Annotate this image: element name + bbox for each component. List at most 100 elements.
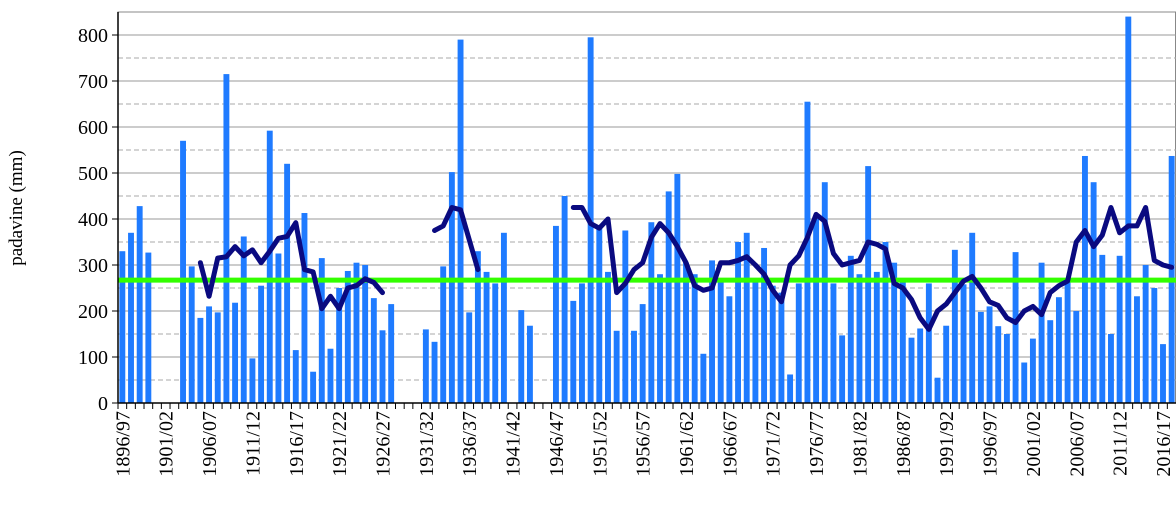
bar: [457, 39, 464, 403]
bar: [1125, 16, 1132, 403]
y-axis-title: padavine (mm): [6, 150, 27, 266]
bar: [1160, 344, 1166, 403]
x-tick-label: 1961/62: [676, 411, 698, 477]
bar: [795, 283, 802, 403]
bar: [960, 284, 967, 403]
bar: [336, 288, 343, 403]
bar: [657, 274, 663, 403]
x-tick-label: 1981/82: [849, 411, 871, 477]
moving-average-line: [197, 205, 1175, 332]
bar: [613, 330, 620, 403]
bar: [422, 329, 429, 403]
x-tick-label: 1901/02: [156, 411, 178, 477]
bar: [908, 337, 915, 403]
bar: [188, 266, 195, 403]
bar: [266, 130, 273, 403]
bar: [1012, 252, 1019, 403]
bar: [596, 228, 603, 403]
bar: [214, 312, 221, 403]
bar: [969, 232, 976, 403]
bar: [986, 306, 993, 403]
bar: [318, 258, 325, 403]
bar: [561, 196, 568, 403]
bar: [717, 281, 724, 403]
bar: [1099, 254, 1106, 403]
bar: [847, 255, 854, 403]
bar: [552, 225, 559, 403]
bar: [136, 206, 143, 403]
bar: [735, 242, 742, 403]
bar: [769, 285, 776, 403]
x-tick-label: 1906/07: [199, 411, 221, 477]
bar: [579, 283, 585, 403]
bar: [466, 312, 473, 403]
x-tick-label: 1916/17: [286, 411, 308, 477]
bar: [839, 335, 846, 403]
bar: [119, 251, 126, 403]
x-tick-label: 1921/22: [329, 411, 351, 477]
bar: [483, 271, 490, 403]
y-tick-label: 100: [78, 347, 108, 369]
bar: [500, 232, 507, 403]
y-tick-label: 300: [78, 255, 108, 277]
bar: [865, 166, 872, 403]
bar: [1090, 182, 1097, 403]
bar: [743, 232, 750, 403]
bar: [752, 281, 759, 403]
bar: [1134, 296, 1140, 403]
x-tick-label: 1951/52: [589, 411, 611, 477]
bar: [813, 219, 820, 403]
y-tick-label: 200: [78, 301, 108, 323]
bar: [995, 326, 1002, 403]
bar: [683, 262, 689, 403]
bar: [353, 262, 360, 403]
x-tick-label: 1911/12: [242, 411, 264, 476]
bar: [804, 101, 811, 403]
x-tick-label: 1986/87: [893, 411, 915, 477]
bar: [917, 328, 924, 403]
bar: [882, 242, 889, 403]
bar: [570, 300, 577, 403]
bar: [622, 230, 629, 403]
bar: [292, 350, 299, 403]
bar: [639, 304, 646, 403]
bar: [1108, 334, 1114, 403]
x-tick-label: 2011/12: [1110, 411, 1132, 476]
bar: [431, 341, 438, 403]
bar: [362, 265, 369, 403]
bar: [310, 371, 317, 403]
y-tick-label: 400: [78, 209, 108, 231]
bar: [388, 304, 395, 403]
bar: [631, 330, 637, 403]
bar: [448, 172, 455, 403]
bar: [1047, 320, 1054, 403]
y-tick-label: 800: [78, 25, 108, 47]
bar: [665, 191, 672, 403]
x-tick-label: 1941/42: [503, 411, 525, 477]
x-tick-label: 1976/77: [806, 411, 828, 477]
bar: [873, 271, 880, 403]
bar: [249, 358, 256, 403]
bar: [648, 222, 655, 403]
bar: [440, 266, 447, 403]
x-tick-label: 1996/97: [980, 411, 1002, 477]
bar: [145, 252, 152, 403]
bar: [830, 283, 837, 403]
bar: [691, 274, 698, 403]
bar: [934, 377, 941, 403]
x-tick-label: 1926/27: [373, 411, 395, 477]
bar: [526, 325, 533, 403]
bar: [223, 74, 230, 403]
bar: [943, 325, 950, 403]
bar: [197, 317, 204, 403]
bar: [518, 310, 525, 403]
y-tick-label: 700: [78, 71, 108, 93]
bar: [778, 292, 785, 403]
y-tick-label: 600: [78, 117, 108, 139]
bar: [709, 260, 715, 403]
bar: [344, 270, 351, 403]
x-tick-label: 2001/02: [1023, 411, 1045, 477]
bar: [240, 236, 247, 403]
